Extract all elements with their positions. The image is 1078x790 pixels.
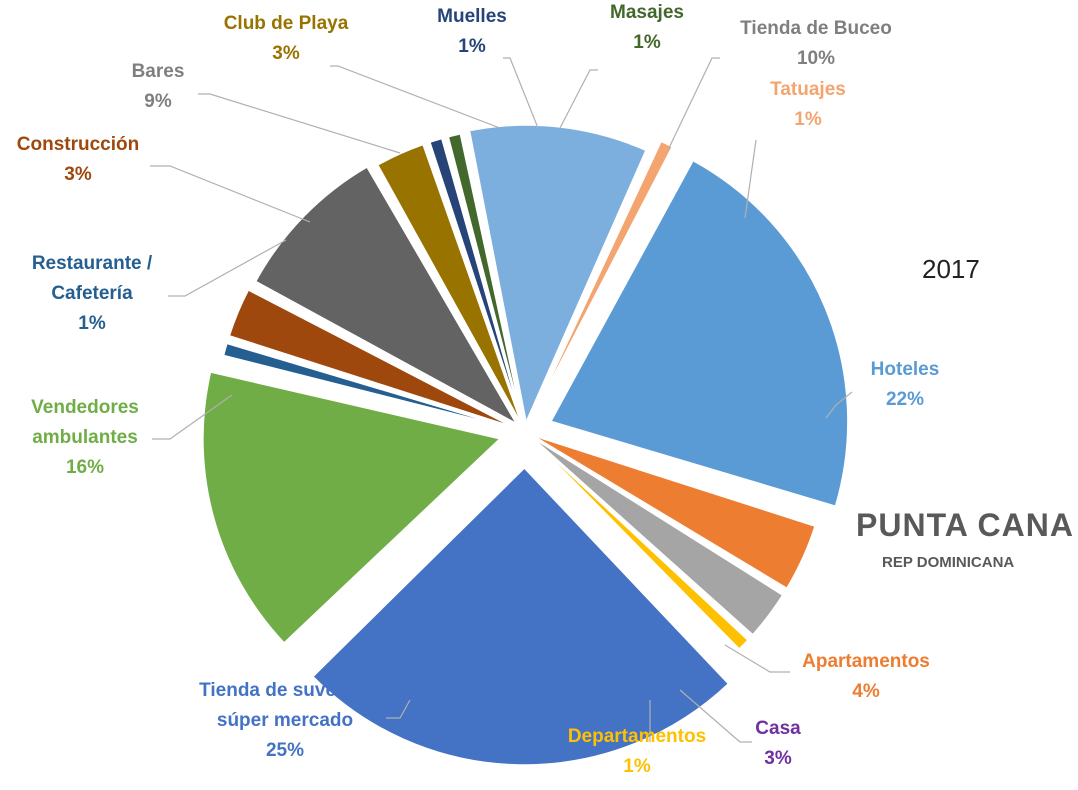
place-title: PUNTA CANA [856,507,1074,543]
slice-label-line: 3% [272,43,300,64]
slice-label-line: 1% [633,32,661,53]
slices-layer [202,124,849,766]
slice-label-6: Vendedores ambulantes 16% [31,397,139,478]
leader-line-5 [386,699,411,719]
slice-label-line: 4% [852,681,880,702]
slice-label-line: 22% [886,389,924,410]
leader-line-14 [744,139,757,219]
slice-label-8: Construcción 3% [17,134,139,185]
pie-slice-6 [202,371,502,644]
slice-label-line: 1% [78,313,106,334]
slice-label-line: 1% [623,756,651,777]
leader-line-10 [330,65,501,129]
slice-label-line: 1% [794,109,822,130]
leader-line-2 [724,644,790,673]
slice-label-line: 9% [144,91,172,112]
slice-label-line: Muelles [437,6,507,27]
slice-label-line: Tienda de suvenirs [199,680,371,701]
slice-label-line: Apartamentos [802,651,930,672]
slice-label-line: Vendedores [31,397,139,418]
slice-label-line: ambulantes [32,427,138,448]
slice-label-line: Tienda de Buceo [740,18,892,39]
slice-label-line: 3% [764,748,792,769]
leader-line-1 [825,391,853,419]
leader-line-13 [667,57,720,151]
pie-slice-7 [222,342,512,430]
slice-label-1: Hoteles 22% [871,359,940,410]
slice-label-line: 10% [797,48,835,69]
slice-label-line: súper mercado [217,710,353,731]
pie-slice-2 [531,434,817,590]
slice-label-line: 1% [458,36,486,57]
slice-label-13: Tienda de Buceo 10% [740,18,892,69]
slice-label-14: Tatuajes 1% [770,79,846,130]
slice-label-5: Tienda de suvenirs súper mercado 25% [199,680,371,761]
pie-slice-5 [311,466,730,766]
slice-label-line: Cafetería [51,283,133,304]
year-annotation: 2017 [922,254,980,284]
pie-slice-11 [428,137,524,425]
leader-line-9 [198,93,401,154]
pie-slice-14 [534,140,674,411]
pie-slice-8 [228,288,513,428]
leader-line-3 [679,689,752,743]
pie-slice-12 [447,133,524,425]
labels-layer: Hoteles 22% Apartamentos 4% Casa 3% Departamen… [17,2,940,777]
slice-label-line: Tatuajes [770,79,846,100]
leader-line-12 [559,69,598,129]
slice-label-line: Casa [755,718,801,739]
slice-label-line: Bares [132,61,185,82]
slice-label-line: 25% [266,740,304,761]
slice-label-11: Muelles 1% [437,6,507,57]
slice-label-3: Casa 3% [755,718,801,769]
pie-slice-9 [254,165,519,426]
slice-label-line: 3% [64,164,92,185]
slice-label-2: Apartamentos 4% [802,651,930,702]
leader-line-11 [503,57,539,129]
slice-label-line: Hoteles [871,359,940,380]
slice-label-line: 16% [66,457,104,478]
slice-label-7: Restaurante / Cafetería 1% [32,253,153,334]
slice-label-12: Masajes 1% [610,2,684,53]
pie-slice-4 [530,437,750,651]
leader-line-8 [150,165,311,223]
slice-label-line: Club de Playa [224,13,349,34]
pie-slice-13 [468,124,647,425]
slice-label-line: Departamentos [568,726,706,747]
leader-line-7 [168,239,287,297]
pie-slice-10 [376,143,523,426]
slice-label-10: Club de Playa 3% [224,13,349,64]
slice-label-line: Masajes [610,2,684,23]
leader-line-6 [152,394,233,440]
pie-slice-1 [549,159,849,508]
leader-lines-layer [150,57,853,743]
pie-slice-3 [530,436,784,636]
slice-label-9: Bares 9% [132,61,185,112]
slice-label-4: Departamentos 1% [568,726,706,777]
slice-label-line: Restaurante / [32,253,153,274]
place-subtitle: REP DOMINICANA [882,554,1015,571]
slice-label-line: Construcción [17,134,139,155]
